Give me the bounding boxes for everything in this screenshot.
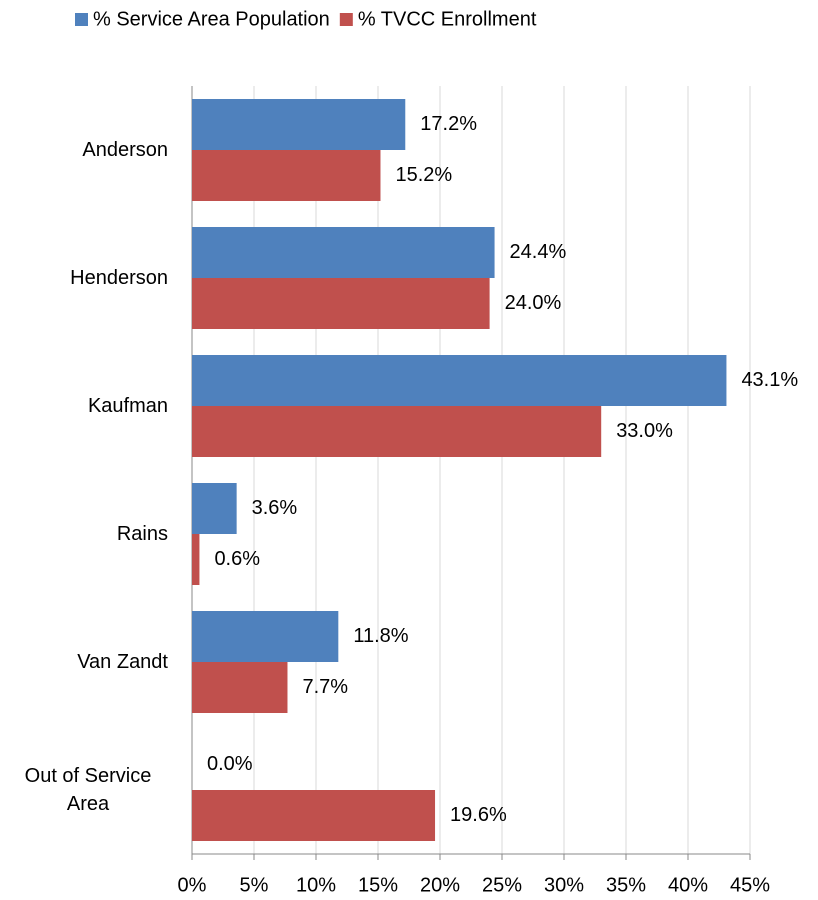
x-tick-label: 10% <box>296 874 336 896</box>
data-label: 43.1% <box>741 369 798 391</box>
bar <box>192 278 490 329</box>
data-label: 24.0% <box>505 292 562 314</box>
y-tick-label: Van Zandt <box>77 651 168 673</box>
data-label: 33.0% <box>616 420 673 442</box>
data-label: 0.6% <box>214 548 260 570</box>
y-tick-label: Rains <box>116 523 168 545</box>
data-label: 19.6% <box>450 804 507 826</box>
legend-label: % Service Area Population <box>93 8 330 30</box>
y-tick-label: Henderson <box>70 267 168 289</box>
x-tick-label: 35% <box>606 874 646 896</box>
bar <box>192 227 495 278</box>
bar <box>192 406 602 457</box>
bar <box>192 534 200 585</box>
data-label: 17.2% <box>420 113 477 135</box>
y-tick-label: Anderson <box>82 139 168 161</box>
bar <box>192 790 436 841</box>
x-tick-label: 15% <box>358 874 398 896</box>
x-tick-label: 30% <box>544 874 584 896</box>
y-tick-label: Kaufman <box>87 395 168 417</box>
x-tick-label: 20% <box>420 874 460 896</box>
legend-label: % TVCC Enrollment <box>358 8 537 30</box>
bar <box>192 99 406 150</box>
x-tick-label: 45% <box>730 874 770 896</box>
data-label: 11.8% <box>353 625 408 647</box>
legend-swatch <box>339 13 353 26</box>
x-tick-label: 40% <box>668 874 708 896</box>
x-tick-label: 25% <box>482 874 522 896</box>
data-label: 3.6% <box>252 497 298 519</box>
bar <box>192 483 237 534</box>
bar <box>192 611 339 662</box>
data-label: 24.4% <box>510 241 567 263</box>
bar <box>192 355 727 406</box>
x-tick-label: 5% <box>240 874 269 896</box>
legend-swatch <box>75 13 88 26</box>
bar <box>192 150 381 201</box>
bar <box>192 662 288 713</box>
y-tick-label: Out of Service Area <box>24 765 152 815</box>
data-label: 0.0% <box>207 753 253 775</box>
x-tick-label: 0% <box>178 874 207 896</box>
data-label: 15.2% <box>395 164 452 186</box>
data-label: 7.7% <box>302 676 348 698</box>
